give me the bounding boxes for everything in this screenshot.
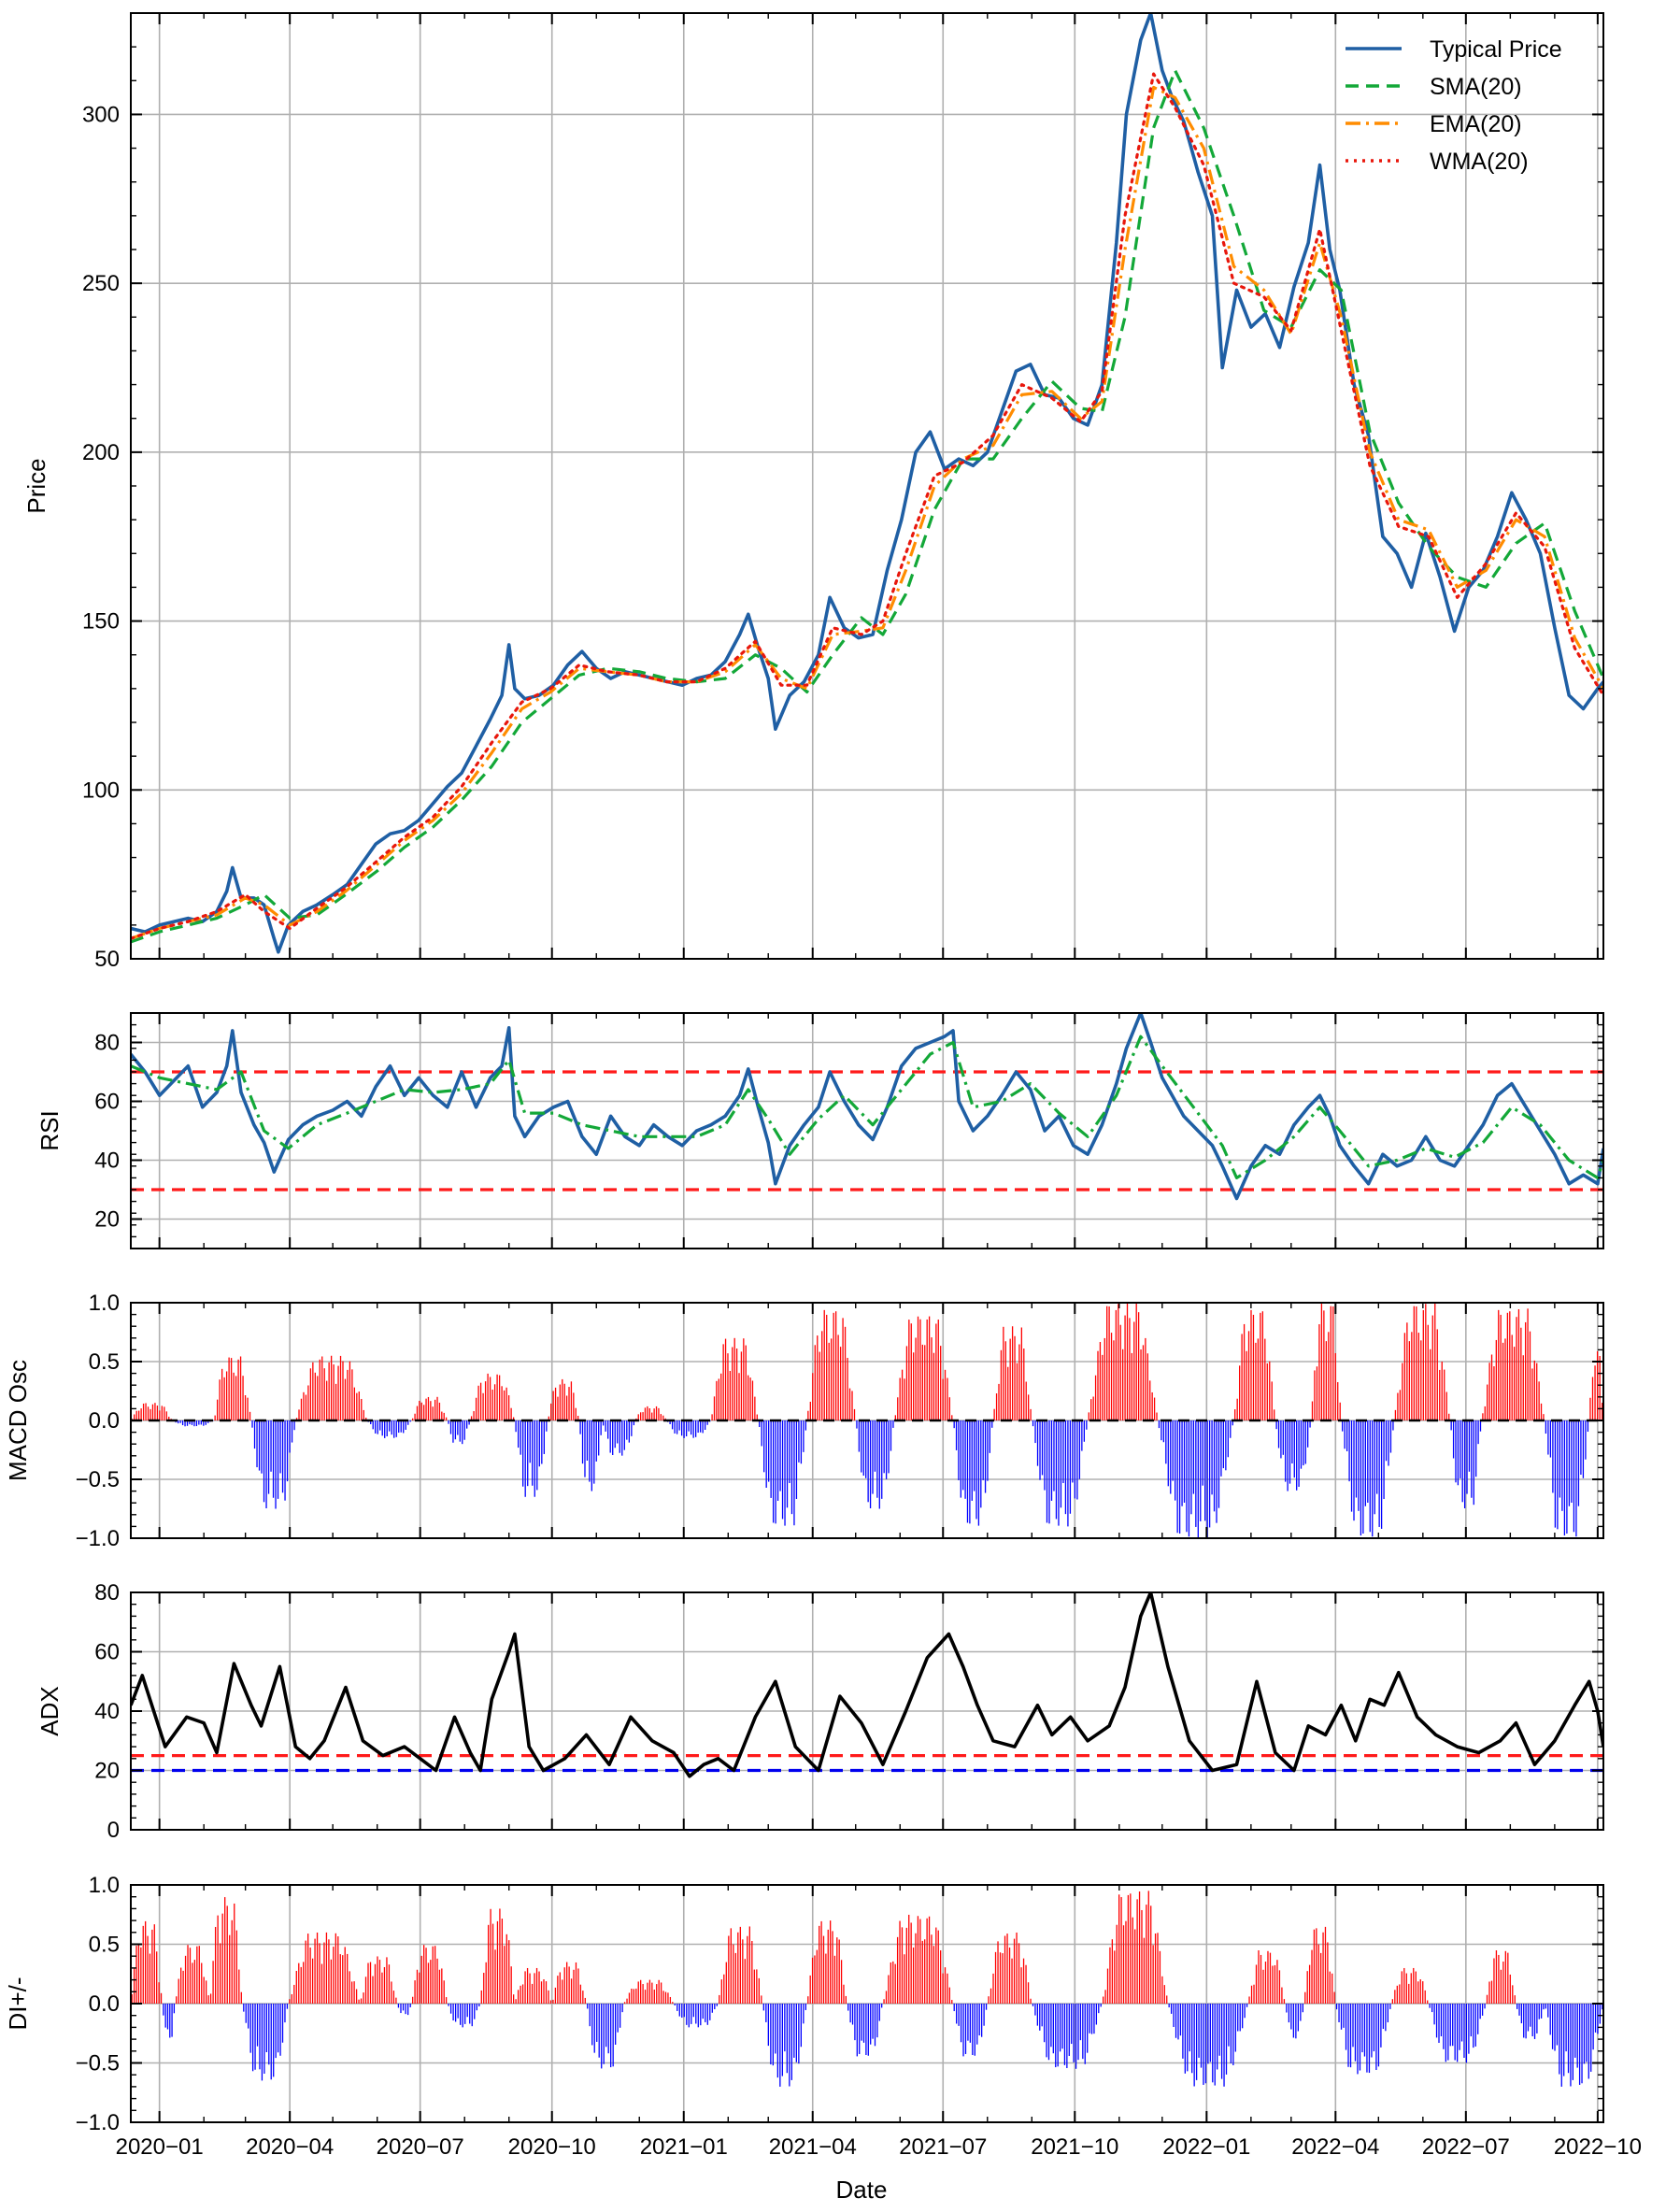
x-tick-label: 2020−07 [377, 2134, 464, 2160]
x-tick-label: 2021−10 [1031, 2134, 1118, 2160]
x-tick-label: 2020−04 [246, 2134, 334, 2160]
x-tick-label: 2022−01 [1162, 2134, 1250, 2160]
legend-label: EMA(20) [1430, 111, 1522, 137]
price-y-axis-title: Price [22, 458, 50, 513]
y-tick-label: −1.0 [76, 2110, 120, 2135]
y-tick-label: 20 [94, 1207, 120, 1233]
rsi-grid [131, 1013, 1603, 1249]
y-tick-label: 200 [82, 440, 120, 465]
x-tick-label: 2022−07 [1422, 2134, 1510, 2160]
rsi-panel: 20 40 60 80 RSI [36, 1012, 1604, 1249]
y-tick-label: 50 [94, 947, 120, 972]
y-tick-label: 100 [82, 778, 120, 803]
legend: Typical Price SMA(20) EMA(20) WMA(20) [1346, 36, 1562, 175]
typical-price-line [131, 13, 1603, 954]
rsi-series-0-line [131, 1013, 1603, 1201]
price-plot-area [131, 13, 1603, 954]
di-y-axis-title: DI+/- [4, 1977, 32, 2030]
y-tick-label: 1.0 [89, 1291, 120, 1316]
x-tick-label: 2022−10 [1554, 2134, 1642, 2160]
adx-y-ticks: 0 20 40 60 80 [94, 1580, 1603, 1843]
y-tick-label: 80 [94, 1580, 120, 1605]
legend-label: Typical Price [1430, 36, 1562, 63]
y-tick-label: 20 [94, 1759, 120, 1784]
x-axis-title: Date [836, 2176, 888, 2204]
x-tick-label: 2020−10 [508, 2134, 596, 2160]
y-tick-label: 40 [94, 1699, 120, 1724]
rsi-series-1-line [131, 1035, 1603, 1179]
y-tick-label: 1.0 [89, 1873, 120, 1898]
x-tick-label: 2020−01 [116, 2134, 204, 2160]
y-tick-label: 0.5 [89, 1933, 120, 1958]
di-y-ticks: −1.0 −0.5 0.0 0.5 1.0 [76, 1873, 1603, 2135]
adx-y-axis-title: ADX [36, 1686, 64, 1735]
y-tick-label: −0.5 [76, 2051, 120, 2076]
x-tick-label: 2021−04 [769, 2134, 857, 2160]
legend-label: WMA(20) [1430, 149, 1529, 175]
y-tick-label: 0 [107, 1818, 120, 1843]
rsi-plot-area [131, 1013, 1603, 1201]
rsi-y-axis-title: RSI [36, 1110, 64, 1150]
adx-panel: 0 20 40 60 80 ADX [36, 1580, 1604, 1843]
macd-panel: −1.0 −0.5 0.0 0.5 1.0 MACD Osc [4, 1291, 1604, 1551]
di-plot-area [131, 1891, 1603, 2087]
macd-y-axis-title: MACD Osc [4, 1360, 32, 1481]
y-tick-label: 40 [94, 1149, 120, 1174]
sma-20-line [131, 68, 1603, 944]
macd-y-ticks: −1.0 −0.5 0.0 0.5 1.0 [76, 1291, 1603, 1551]
x-tick-label: 2021−07 [899, 2134, 987, 2160]
x-tick-label: 2021−01 [640, 2134, 728, 2160]
di-panel: −1.0 −0.5 0.0 0.5 1.0 DI+/- [4, 1873, 1604, 2135]
y-tick-label: 150 [82, 609, 120, 635]
y-tick-label: 60 [94, 1640, 120, 1665]
rsi-y-ticks: 20 40 60 80 [94, 1012, 1603, 1249]
price-panel: 50 100 150 200 250 300 Price Typical Price SMA(2… [22, 12, 1604, 972]
y-tick-label: 0.5 [89, 1349, 120, 1375]
y-tick-label: 60 [94, 1090, 120, 1115]
adx-series-0-line [131, 1592, 1603, 1778]
macd-plot-area [131, 1303, 1603, 1538]
y-tick-label: 0.0 [89, 1991, 120, 2017]
price-y-ticks: 50 100 150 200 250 300 [82, 12, 1603, 972]
y-tick-label: 250 [82, 271, 120, 296]
y-tick-label: 300 [82, 102, 120, 127]
y-tick-label: 80 [94, 1031, 120, 1056]
di-bars [131, 1891, 1603, 2087]
y-tick-label: −0.5 [76, 1467, 120, 1492]
adx-plot-area [131, 1592, 1603, 1778]
macd-bars [131, 1303, 1603, 1538]
ema-20-line [131, 85, 1603, 940]
x-tick-label: 2022−04 [1291, 2134, 1379, 2160]
y-tick-label: 0.0 [89, 1408, 120, 1434]
legend-label: SMA(20) [1430, 74, 1522, 100]
y-tick-label: −1.0 [76, 1526, 120, 1551]
